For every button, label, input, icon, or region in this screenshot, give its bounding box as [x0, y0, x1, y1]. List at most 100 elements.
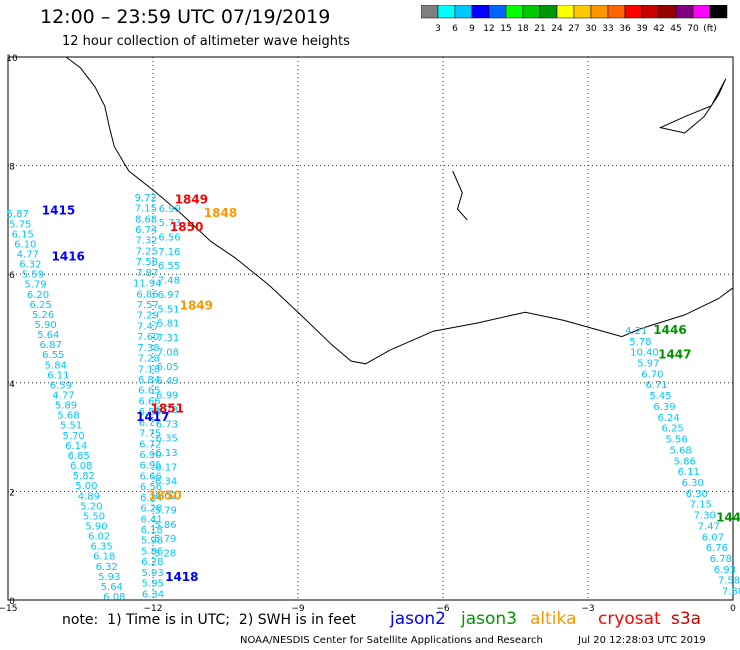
swh-value: 5.82: [73, 471, 95, 482]
swh-value: 6.73: [156, 405, 178, 416]
swh-value: 7.58: [136, 257, 158, 268]
swh-value: 6.35: [90, 542, 112, 553]
swh-value: 7.16: [158, 247, 180, 258]
colorbar-label: 12: [483, 24, 494, 34]
swh-value: 9.72: [135, 193, 157, 204]
swh-value: 6.02: [88, 532, 110, 543]
satellite-legend-cryosat: cryosat: [598, 609, 661, 629]
pass-id-label: 1415: [42, 204, 75, 218]
swh-value: 5.90: [34, 320, 56, 331]
swh-value: 7.18: [138, 364, 160, 375]
swh-value: 6.93: [714, 565, 736, 576]
swh-value: 5.86: [154, 520, 176, 531]
swh-value: 5.78: [629, 337, 651, 348]
swh-value: 4.21: [625, 326, 647, 337]
swh-value: 5.68: [57, 411, 79, 422]
pass-id-label: 1849: [180, 299, 213, 313]
swh-value: 7.28: [138, 354, 160, 365]
swh-value: 7.38: [137, 343, 159, 354]
swh-value: 7.32: [135, 236, 157, 247]
swh-value: 6.08: [103, 592, 125, 603]
colorbar-label: 9: [469, 24, 475, 34]
pass-id-label: 1418: [165, 570, 198, 584]
colorbar-label: 39: [636, 24, 648, 34]
swh-value: 6.08: [70, 461, 92, 472]
swh-value: 6.87: [40, 340, 62, 351]
swh-value: 6.73: [156, 419, 178, 430]
swh-value: 11.94: [133, 279, 162, 290]
pass-id-label: 1416: [52, 250, 85, 264]
swh-value: 6.32: [19, 260, 41, 271]
x-tick-label: −3: [581, 604, 594, 614]
swh-value: 5.79: [24, 280, 46, 291]
swh-value: 5.45: [649, 391, 671, 402]
swh-value: 7.75: [139, 429, 161, 440]
swh-value: 6.85: [68, 451, 90, 462]
swh-value: 6.05: [157, 362, 179, 373]
swh-value: 5.93: [98, 572, 120, 583]
swh-value: 6.30: [682, 478, 704, 489]
swh-value: 6.78: [710, 554, 732, 565]
swh-value: 6.17: [155, 462, 177, 473]
colorbar-label: 3: [435, 24, 441, 34]
swh-value: 6.65: [138, 386, 160, 397]
swh-value: 6.71: [645, 380, 667, 391]
lake-outline: [658, 78, 727, 134]
swh-value: 6.55: [42, 350, 64, 361]
swh-value: 6.34: [155, 477, 177, 488]
swh-value: 5.75: [9, 219, 31, 230]
colorbar-label: 15: [500, 24, 511, 34]
swh-value: 6.18: [141, 525, 163, 536]
pass-id-label: 1849: [175, 193, 208, 207]
pass-id-label: 1448: [716, 510, 740, 524]
swh-value: 5.97: [637, 359, 659, 370]
swh-value: 5.68: [669, 445, 691, 456]
swh-value: 5.73: [159, 218, 181, 229]
swh-value: 5.26: [32, 310, 54, 321]
swh-value: 7.29: [137, 311, 159, 322]
y-tick-label: 2: [9, 488, 15, 498]
swh-value: 6.56: [140, 482, 162, 493]
colorbar-label: 42: [653, 24, 664, 34]
swh-value: 7.58: [718, 576, 740, 587]
swh-value: 7.57: [137, 300, 159, 311]
swh-value: 4.77: [17, 250, 39, 261]
swh-value: 7.60: [137, 332, 159, 343]
colorbar-label: 36: [619, 24, 631, 34]
swh-value: 5.20: [80, 501, 102, 512]
swh-value: 4.77: [52, 391, 74, 402]
generated-timestamp: Jul 20 12:28:03 UTC 2019: [578, 635, 706, 646]
y-tick-label: 8: [9, 163, 15, 173]
swh-value: 5.00: [75, 481, 97, 492]
colorbar-label: 18: [517, 24, 529, 34]
units-note: note: 1) Time is in UTC; 2) SWH is in fe…: [62, 612, 356, 628]
x-tick-label: −15: [0, 604, 18, 614]
page-title: 12:00 – 23:59 UTC 07/19/2019: [40, 6, 331, 28]
y-tick-label: 4: [9, 380, 15, 390]
credit-text: NOAA/NESDIS Center for Satellite Applica…: [240, 635, 543, 646]
swh-value: 6.70: [641, 369, 663, 380]
swh-value: 6.76: [706, 543, 728, 554]
swh-value: 5.79: [155, 506, 177, 517]
swh-value: 6.32: [96, 562, 118, 573]
swh-value: 7.08: [157, 347, 179, 358]
swh-value: 7.31: [157, 333, 179, 344]
swh-value: 5.50: [83, 511, 105, 522]
swh-value: 6.99: [159, 204, 181, 215]
swh-value: 5.79: [154, 534, 176, 545]
swh-value: 7.30: [694, 511, 716, 522]
swh-value: 6.97: [158, 290, 180, 301]
swh-value: 7.80: [722, 587, 740, 598]
swh-value: 5.93: [141, 568, 163, 579]
swh-value: 6.24: [657, 413, 679, 424]
satellite-legend-jason2: jason2: [390, 609, 446, 629]
swh-value: 6.30: [686, 489, 708, 500]
swh-value: 5.56: [665, 435, 687, 446]
colorbar-label: 33: [602, 24, 613, 34]
swh-value: 6.18: [93, 552, 115, 563]
pass-id-label: 1417: [136, 410, 169, 424]
swh-value: 10.40: [630, 348, 659, 359]
swh-value: 5.89: [55, 401, 77, 412]
swh-value: 5.28: [154, 549, 176, 560]
swh-value: 5.87: [7, 209, 29, 220]
